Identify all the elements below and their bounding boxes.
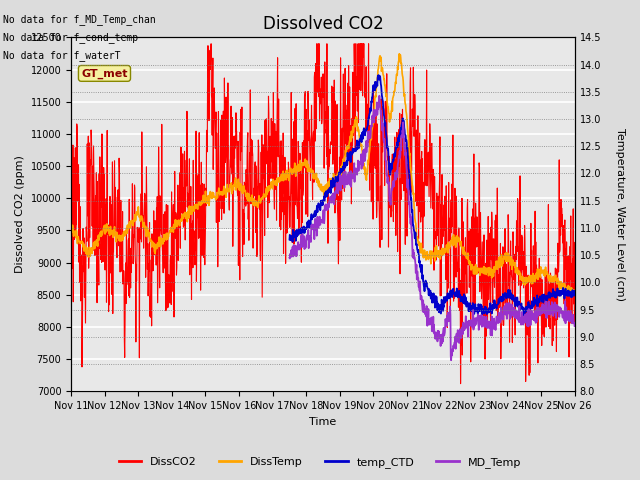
MD_Temp bbox=[467, 320, 474, 326]
temp_CTD bbox=[467, 304, 474, 310]
Line: MD_Temp: MD_Temp bbox=[289, 96, 575, 360]
DissCO2 bbox=[167, 264, 175, 270]
temp_CTD bbox=[571, 288, 579, 294]
Line: DissCO2: DissCO2 bbox=[71, 44, 575, 384]
DissTemp bbox=[179, 213, 187, 218]
DissCO2 bbox=[179, 206, 187, 212]
temp_CTD bbox=[511, 300, 518, 305]
DissTemp bbox=[467, 261, 474, 267]
DissCO2 bbox=[67, 250, 75, 255]
DissCO2 bbox=[207, 41, 215, 47]
MD_Temp bbox=[511, 310, 518, 316]
MD_Temp bbox=[401, 146, 408, 152]
Text: GT_met: GT_met bbox=[81, 68, 128, 79]
temp_CTD bbox=[401, 127, 408, 133]
Text: No data for f_cond_temp: No data for f_cond_temp bbox=[3, 32, 138, 43]
DissTemp bbox=[236, 180, 243, 186]
DissCO2 bbox=[511, 282, 519, 288]
Text: No data for f_MD_Temp_chan: No data for f_MD_Temp_chan bbox=[3, 13, 156, 24]
X-axis label: Time: Time bbox=[309, 417, 337, 427]
Line: DissTemp: DissTemp bbox=[71, 54, 575, 294]
DissCO2 bbox=[401, 152, 409, 158]
Legend: DissCO2, DissTemp, temp_CTD, MD_Temp: DissCO2, DissTemp, temp_CTD, MD_Temp bbox=[115, 452, 525, 472]
DissTemp bbox=[167, 225, 175, 231]
DissTemp bbox=[511, 260, 519, 265]
DissTemp bbox=[67, 228, 75, 233]
Line: temp_CTD: temp_CTD bbox=[289, 75, 575, 316]
Text: No data for f_waterT: No data for f_waterT bbox=[3, 50, 121, 61]
DissCO2 bbox=[457, 381, 465, 386]
Y-axis label: Dissolved CO2 (ppm): Dissolved CO2 (ppm) bbox=[15, 156, 25, 273]
DissTemp bbox=[571, 291, 579, 297]
Title: Dissolved CO2: Dissolved CO2 bbox=[262, 15, 383, 33]
DissTemp bbox=[401, 98, 409, 104]
DissCO2 bbox=[571, 320, 579, 325]
DissCO2 bbox=[467, 237, 475, 242]
Y-axis label: Temperature, Water Level (cm): Temperature, Water Level (cm) bbox=[615, 128, 625, 301]
DissCO2 bbox=[236, 277, 244, 283]
DissTemp bbox=[396, 51, 403, 57]
MD_Temp bbox=[571, 323, 579, 329]
